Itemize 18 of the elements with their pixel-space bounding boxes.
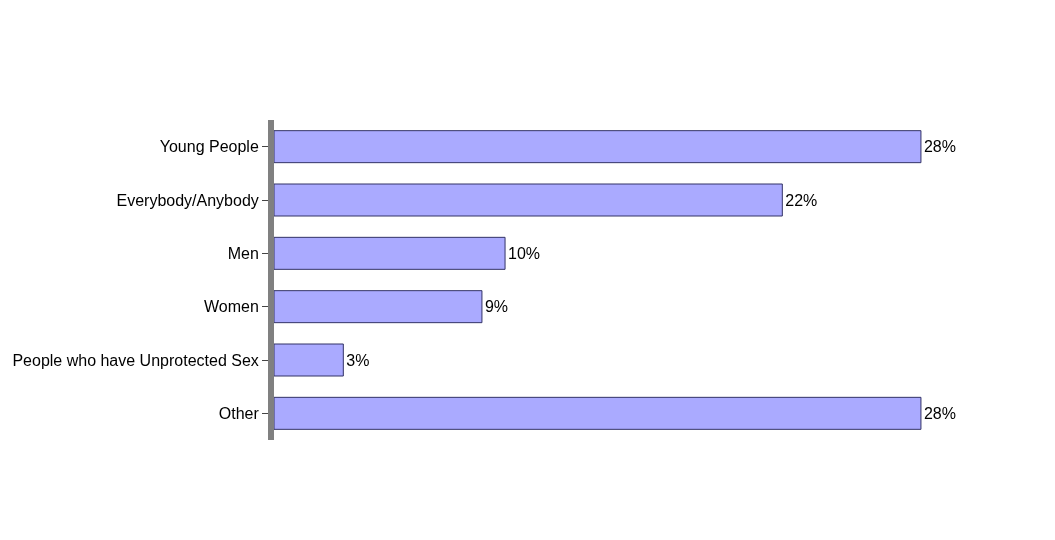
y-tick-label: Everybody/Anybody xyxy=(116,191,259,209)
data-label: 28% xyxy=(923,404,956,422)
y-tick-label: Young People xyxy=(159,138,259,156)
y-tick-label: Women xyxy=(203,298,259,316)
data-label: 3% xyxy=(346,351,370,369)
bar xyxy=(274,290,483,324)
bar xyxy=(274,396,922,430)
y-tick-label: Other xyxy=(218,404,260,422)
y-tick-label: People who have Unprotected Sex xyxy=(12,351,259,369)
bar xyxy=(274,343,344,377)
bar xyxy=(274,130,922,164)
data-label: 28% xyxy=(923,138,956,156)
data-label: 9% xyxy=(484,298,509,316)
bar xyxy=(274,236,506,270)
bar xyxy=(274,183,783,217)
data-label: 10% xyxy=(508,244,541,262)
data-label: 22% xyxy=(785,191,818,209)
y-tick-label: Men xyxy=(227,244,259,262)
